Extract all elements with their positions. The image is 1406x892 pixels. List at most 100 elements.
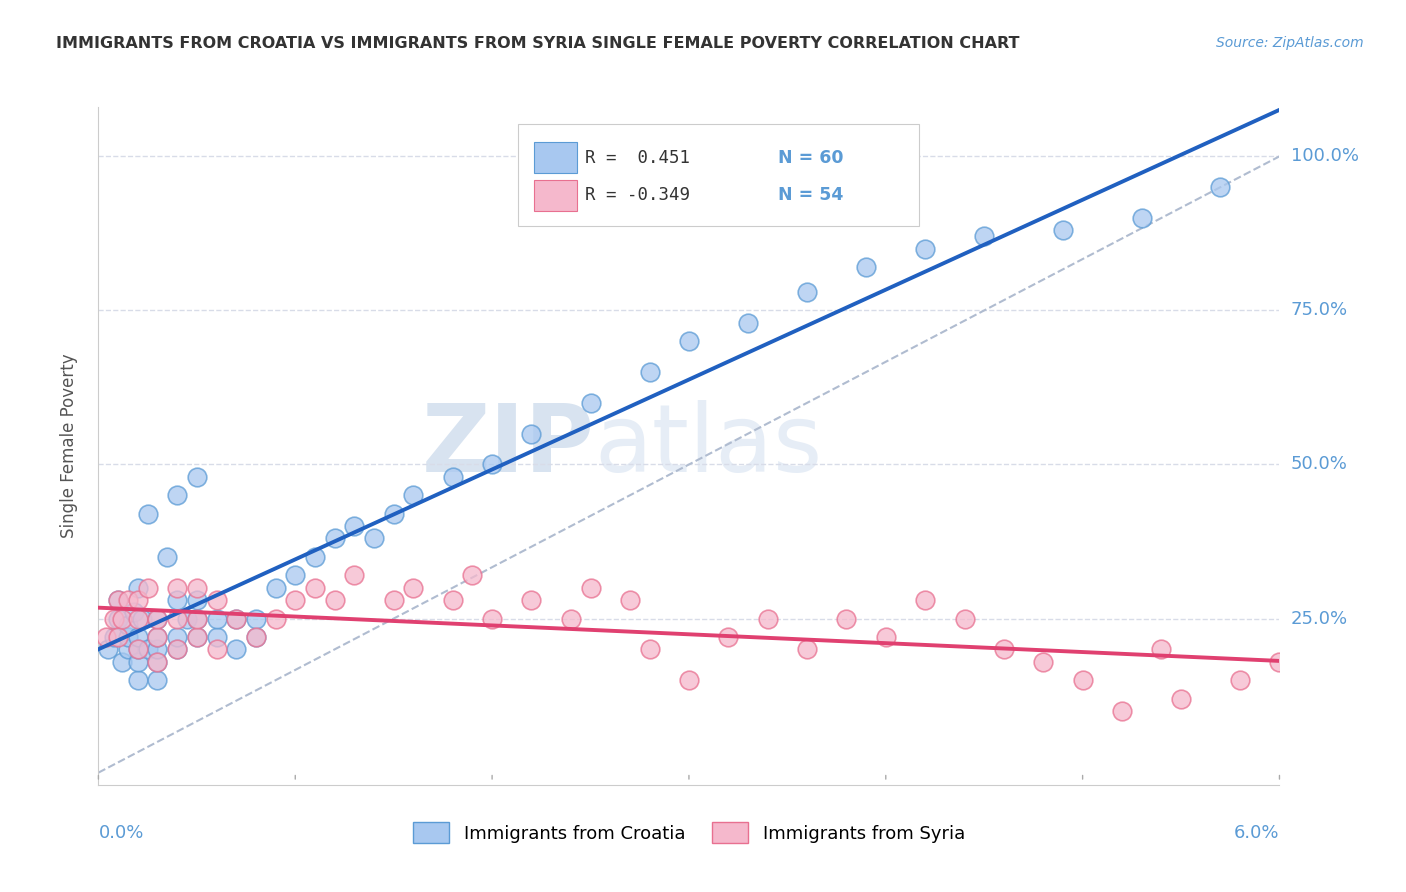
- Point: [117, 617, 139, 632]
- Point: [441, 593, 464, 607]
- Point: [166, 593, 188, 607]
- Point: [107, 611, 129, 625]
- Point: [225, 642, 247, 657]
- Point: [855, 260, 877, 275]
- Point: [1111, 704, 1133, 718]
- Point: [441, 470, 464, 484]
- Point: [146, 630, 169, 644]
- Text: R = -0.349: R = -0.349: [585, 186, 690, 204]
- Point: [579, 396, 602, 410]
- Point: [146, 611, 169, 625]
- Point: [264, 581, 287, 595]
- Point: [382, 507, 405, 521]
- Point: [875, 630, 897, 644]
- Point: [205, 593, 228, 607]
- Point: [186, 581, 208, 595]
- Point: [914, 593, 936, 607]
- Point: [678, 673, 700, 688]
- Point: [131, 611, 153, 625]
- Text: Source: ZipAtlas.com: Source: ZipAtlas.com: [1216, 36, 1364, 50]
- Point: [245, 630, 267, 644]
- Text: 50.0%: 50.0%: [1291, 456, 1347, 474]
- Point: [117, 630, 139, 644]
- Y-axis label: Single Female Poverty: Single Female Poverty: [59, 354, 77, 538]
- Point: [166, 630, 188, 644]
- Point: [107, 630, 129, 644]
- Point: [1209, 180, 1232, 194]
- Point: [245, 611, 267, 625]
- Point: [717, 630, 740, 644]
- FancyBboxPatch shape: [517, 124, 920, 226]
- Point: [166, 642, 188, 657]
- Text: 100.0%: 100.0%: [1291, 147, 1358, 165]
- Point: [205, 611, 228, 625]
- Point: [186, 630, 208, 644]
- Point: [382, 593, 405, 607]
- Point: [166, 488, 188, 502]
- Point: [107, 593, 129, 607]
- Point: [284, 568, 307, 582]
- Point: [402, 581, 425, 595]
- Point: [127, 642, 149, 657]
- FancyBboxPatch shape: [534, 179, 576, 211]
- Text: R =  0.451: R = 0.451: [585, 149, 690, 167]
- Point: [186, 470, 208, 484]
- Point: [127, 655, 149, 669]
- FancyBboxPatch shape: [534, 143, 576, 173]
- Point: [111, 655, 134, 669]
- Point: [619, 593, 641, 607]
- Point: [323, 532, 346, 546]
- Point: [205, 642, 228, 657]
- Point: [166, 581, 188, 595]
- Point: [264, 611, 287, 625]
- Point: [186, 630, 208, 644]
- Point: [1268, 655, 1291, 669]
- Point: [284, 593, 307, 607]
- Point: [638, 365, 661, 379]
- Text: 0.0%: 0.0%: [98, 824, 143, 842]
- Point: [146, 611, 169, 625]
- Point: [953, 611, 976, 625]
- Point: [343, 519, 366, 533]
- Point: [304, 581, 326, 595]
- Point: [481, 611, 503, 625]
- Point: [1150, 642, 1173, 657]
- Point: [1052, 223, 1074, 237]
- Point: [973, 229, 995, 244]
- Point: [560, 611, 582, 625]
- Point: [520, 593, 543, 607]
- Text: N = 54: N = 54: [778, 186, 842, 204]
- Point: [136, 642, 159, 657]
- Point: [111, 611, 134, 625]
- Point: [756, 611, 779, 625]
- Text: 75.0%: 75.0%: [1291, 301, 1348, 319]
- Point: [343, 568, 366, 582]
- Point: [117, 642, 139, 657]
- Point: [136, 507, 159, 521]
- Point: [678, 334, 700, 349]
- Point: [127, 630, 149, 644]
- Point: [835, 611, 858, 625]
- Point: [107, 593, 129, 607]
- Point: [122, 606, 145, 620]
- Point: [127, 593, 149, 607]
- Text: atlas: atlas: [595, 400, 823, 492]
- Point: [136, 581, 159, 595]
- Point: [166, 642, 188, 657]
- Point: [186, 593, 208, 607]
- Point: [225, 611, 247, 625]
- Point: [103, 611, 125, 625]
- Point: [914, 242, 936, 256]
- Point: [97, 642, 120, 657]
- Point: [245, 630, 267, 644]
- Point: [304, 549, 326, 564]
- Point: [127, 642, 149, 657]
- Point: [225, 611, 247, 625]
- Point: [176, 611, 198, 625]
- Point: [127, 581, 149, 595]
- Point: [186, 611, 208, 625]
- Point: [1130, 211, 1153, 225]
- Point: [520, 426, 543, 441]
- Point: [737, 316, 759, 330]
- Point: [146, 630, 169, 644]
